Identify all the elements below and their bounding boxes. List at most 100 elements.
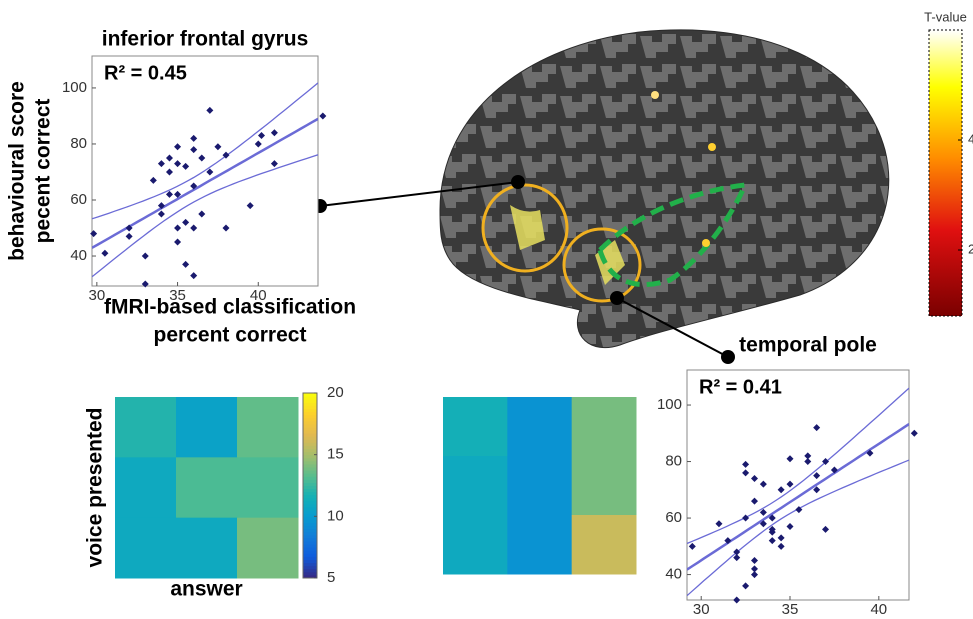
x-axis-label: answer	[170, 578, 242, 601]
colorbar-step	[303, 485, 317, 490]
colorbar-step	[303, 541, 317, 545]
y-tick-label: 60	[70, 191, 87, 208]
heatmap-cell	[571, 515, 637, 575]
point	[190, 182, 198, 190]
point	[319, 112, 327, 120]
heatmap-cell	[507, 397, 573, 457]
colorbar-step	[303, 433, 317, 437]
point	[214, 143, 222, 151]
colorbar-step	[303, 445, 317, 449]
colorbar-step	[303, 470, 317, 474]
colorbar-step	[303, 479, 317, 483]
colorbar-step	[303, 559, 317, 564]
colorbar-step	[303, 491, 317, 496]
point	[90, 230, 98, 238]
colorbar-step	[303, 553, 317, 557]
colorbar-step	[303, 399, 317, 403]
y-tick-label: 80	[665, 453, 682, 470]
point	[768, 514, 776, 522]
point	[750, 571, 758, 579]
point	[759, 480, 767, 488]
colorbar-step	[303, 460, 317, 465]
point	[222, 151, 230, 159]
point	[165, 168, 173, 176]
colorbar-tick-label: 5	[327, 569, 335, 586]
colorbar	[928, 29, 963, 317]
point	[254, 140, 262, 148]
colorbar-step	[303, 494, 317, 499]
point	[777, 534, 785, 542]
chart-title: inferior frontal gyrus	[102, 28, 309, 51]
colorbar-step	[303, 463, 317, 468]
colorbar-step	[303, 402, 317, 406]
point	[157, 160, 165, 168]
heatmap-cell	[443, 456, 508, 516]
x-axis-label: percent correct	[154, 324, 307, 347]
point	[910, 429, 918, 437]
heatmap-cell	[571, 397, 637, 457]
point	[190, 224, 198, 232]
heatmap-cell	[237, 517, 299, 579]
colorbar-step	[303, 448, 317, 453]
point	[688, 542, 696, 550]
confidence-line	[92, 82, 318, 220]
colorbar-step	[303, 426, 317, 431]
colorbar-step	[303, 420, 317, 425]
colorbar-frame	[302, 392, 318, 579]
point	[742, 460, 750, 468]
point	[270, 160, 278, 168]
point	[750, 565, 758, 573]
point	[804, 452, 812, 460]
colorbar-step	[303, 430, 317, 434]
point	[157, 210, 165, 218]
point	[182, 218, 190, 226]
point	[777, 542, 785, 550]
point	[777, 486, 785, 494]
point	[182, 162, 190, 170]
heatmap-cell	[443, 515, 508, 575]
point	[813, 472, 821, 480]
point	[866, 449, 874, 457]
point	[190, 272, 198, 280]
colorbar-step	[303, 547, 317, 551]
colorbar-step	[303, 417, 317, 422]
point	[822, 458, 830, 466]
colorbar-step	[303, 519, 317, 523]
point	[768, 537, 776, 545]
point	[715, 520, 723, 528]
point	[733, 596, 741, 604]
point	[165, 190, 173, 198]
point	[813, 424, 821, 432]
point	[125, 224, 133, 232]
annotation: R² = 0.45	[104, 62, 187, 84]
colorbar-step	[303, 423, 317, 428]
point	[742, 582, 750, 590]
point	[222, 224, 230, 232]
x-axis-label: fMRI-based classification	[104, 296, 356, 319]
colorbar-step	[303, 451, 317, 456]
colorbar-tick-label: 4	[968, 131, 973, 146]
colorbar-step	[303, 525, 317, 530]
x-tick-label: 40	[250, 287, 267, 304]
colorbar-step	[303, 488, 317, 493]
colorbar-step	[303, 497, 317, 502]
heatmap-cell	[237, 397, 299, 458]
colorbar-step	[303, 467, 317, 471]
point	[750, 556, 758, 564]
point	[822, 525, 830, 533]
colorbar-tick-label: 2	[968, 241, 973, 256]
colorbar-step	[303, 544, 317, 548]
heatmap-cell	[237, 457, 299, 519]
colorbar-step	[303, 454, 317, 459]
colorbar-step	[303, 565, 317, 570]
point	[141, 252, 149, 260]
colorbar-step	[303, 513, 317, 517]
point	[768, 528, 776, 536]
point	[786, 455, 794, 463]
heatmap-cell	[443, 397, 508, 457]
point	[125, 232, 133, 240]
colorbar-step	[303, 550, 317, 554]
point	[724, 537, 732, 545]
point	[270, 129, 278, 137]
